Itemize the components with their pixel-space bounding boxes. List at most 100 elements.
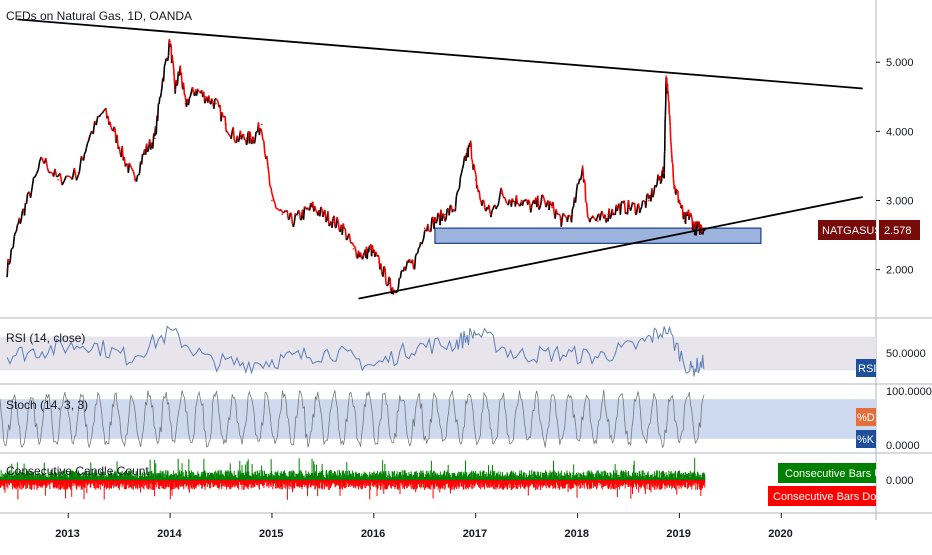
price-point: [271, 200, 273, 202]
price-point: [388, 283, 390, 285]
price-segment: [298, 210, 299, 212]
price-segment: [132, 170, 133, 172]
price-segment: [305, 207, 306, 208]
price-segment: [561, 218, 562, 227]
price-segment: [672, 155, 673, 163]
price-segment: [222, 112, 223, 117]
price-point: [57, 179, 59, 181]
price-segment: [205, 100, 206, 103]
price-segment: [587, 203, 588, 211]
price-segment: [496, 206, 497, 209]
price-point: [123, 158, 125, 160]
price-segment: [656, 184, 657, 187]
price-segment: [501, 188, 502, 192]
price-segment: [345, 228, 346, 240]
price-segment: [325, 210, 326, 222]
price-segment: [620, 202, 621, 214]
price-segment: [556, 209, 557, 214]
price-segment: [631, 207, 632, 211]
price-segment: [585, 185, 586, 201]
price-tick-label: 5.000: [886, 57, 914, 69]
price-segment: [164, 66, 165, 81]
stoch-band: [0, 399, 876, 439]
price-segment: [168, 56, 169, 61]
price-segment: [585, 181, 586, 185]
price-segment: [209, 95, 210, 102]
price-segment: [14, 233, 15, 237]
price-segment: [671, 147, 672, 155]
price-segment: [596, 219, 597, 221]
price-point: [322, 214, 324, 216]
price-segment: [275, 204, 276, 209]
price-point: [455, 207, 457, 209]
price-segment: [247, 142, 248, 145]
price-point: [582, 165, 584, 167]
time-tick-label: 2017: [463, 528, 487, 540]
price-segment: [471, 141, 472, 144]
price-segment: [153, 133, 154, 148]
price-segment: [636, 213, 637, 215]
price-segment: [529, 200, 530, 203]
price-segment: [86, 147, 87, 152]
support-zone: [435, 228, 761, 243]
price-segment: [158, 103, 159, 120]
price-segment: [173, 60, 174, 63]
price-point: [679, 200, 681, 202]
price-segment: [686, 212, 687, 224]
price-segment: [289, 213, 290, 219]
price-point: [6, 269, 8, 271]
price-segment: [698, 223, 699, 228]
price-segment: [581, 175, 582, 181]
price-segment: [320, 207, 321, 216]
price-segment: [267, 156, 268, 166]
price-segment: [688, 214, 689, 216]
price-segment: [174, 76, 175, 86]
price-point: [253, 137, 255, 139]
price-segment: [583, 167, 584, 172]
price-point: [638, 207, 640, 209]
price-point: [500, 193, 502, 195]
price-segment: [329, 225, 330, 226]
price-segment: [13, 237, 14, 248]
price-segment: [445, 219, 446, 222]
price-segment: [111, 127, 112, 129]
price-segment: [250, 132, 251, 138]
price-point: [378, 262, 380, 264]
stoch-axis-tick-top: 100.0000: [886, 386, 932, 398]
price-segment: [669, 114, 670, 116]
price-segment: [423, 238, 424, 242]
price-segment: [338, 222, 339, 231]
price-point: [597, 220, 599, 222]
price-point: [261, 124, 263, 126]
price-segment: [383, 266, 384, 276]
price-point: [179, 68, 181, 70]
price-segment: [479, 190, 480, 196]
price-point: [587, 214, 589, 216]
price-point: [465, 158, 467, 160]
price-point: [444, 214, 446, 216]
price-segment: [247, 134, 248, 143]
price-point: [281, 214, 283, 216]
price-segment: [24, 203, 25, 215]
price-point: [161, 82, 163, 84]
price-point: [205, 96, 207, 98]
price-segment: [264, 141, 265, 154]
price-segment: [577, 183, 578, 191]
price-point: [174, 89, 176, 91]
price-point: [572, 214, 574, 216]
price-point: [225, 124, 227, 126]
price-segment: [590, 218, 591, 222]
price-segment: [346, 239, 347, 240]
price-segment: [509, 199, 510, 201]
price-segment: [472, 160, 473, 164]
price-segment: [459, 178, 460, 188]
price-segment: [139, 173, 140, 175]
price-segment: [273, 197, 274, 200]
price-point: [434, 220, 436, 222]
price-segment: [174, 68, 175, 76]
price-segment: [271, 187, 272, 193]
price-point: [169, 41, 171, 43]
price-segment: [216, 99, 217, 100]
price-segment: [635, 203, 636, 215]
